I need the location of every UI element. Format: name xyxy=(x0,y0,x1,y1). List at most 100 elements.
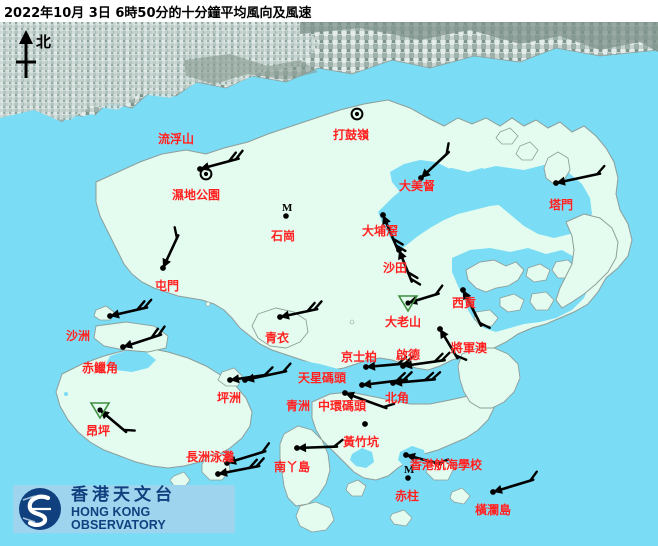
wind-barb-flag xyxy=(263,366,274,377)
aberdeen-inlet xyxy=(350,448,374,468)
station-北角[interactable] xyxy=(390,371,442,387)
station-dot xyxy=(120,344,126,350)
station-dot xyxy=(227,377,233,383)
wind-barb-flag xyxy=(423,371,435,382)
station-南丫島[interactable] xyxy=(294,438,344,453)
station-大老山[interactable] xyxy=(397,284,444,313)
station-打鼓嶺[interactable] xyxy=(350,107,364,121)
wind-barb-arrowhead xyxy=(366,361,376,371)
ne-islet-2 xyxy=(495,127,519,145)
station-label-大美督: 大美督 xyxy=(399,179,436,193)
station-黃竹坑[interactable] xyxy=(362,421,368,427)
chek-lap-kok-airport xyxy=(93,321,169,353)
deep-bay-inlet-2 xyxy=(0,166,48,200)
station-dot xyxy=(400,363,406,369)
station-赤柱[interactable]: M xyxy=(404,464,415,481)
station-label-西貢: 西貢 xyxy=(452,296,477,310)
station-label-啟德: 啟德 xyxy=(396,348,421,362)
station-dot xyxy=(294,445,300,451)
station-長洲泳灘[interactable] xyxy=(224,442,271,466)
station-label-大埔滘: 大埔滘 xyxy=(362,224,399,238)
station-label-坪洲: 坪洲 xyxy=(217,391,242,405)
wind-barb-flag xyxy=(156,325,166,337)
station-屯門[interactable] xyxy=(160,226,180,271)
wind-barb-arrowhead xyxy=(403,360,413,370)
station-dot xyxy=(403,452,409,458)
station-dot xyxy=(160,265,166,271)
station-circle-marker xyxy=(350,107,364,121)
station-沙田[interactable] xyxy=(396,247,422,286)
wind-barb-flag xyxy=(434,284,444,296)
station-京士柏[interactable] xyxy=(363,355,415,371)
wind-barb-flag xyxy=(255,457,265,468)
wind-barb-arrowhead xyxy=(440,329,449,340)
station-昂坪[interactable] xyxy=(89,402,136,434)
station-label-沙洲: 沙洲 xyxy=(66,329,91,343)
wind-barb-flag xyxy=(478,321,491,330)
station-西貢[interactable] xyxy=(460,287,491,330)
wind-barb-arrowhead xyxy=(100,410,110,420)
station-dot xyxy=(390,380,396,386)
station-dot xyxy=(203,171,209,177)
station-青洲[interactable] xyxy=(242,362,292,383)
station-赤鱲角[interactable] xyxy=(120,325,166,350)
station-label-流浮山: 流浮山 xyxy=(158,132,195,146)
station-塔門[interactable] xyxy=(553,164,606,186)
station-香港航海學校[interactable] xyxy=(403,452,450,466)
po-toi-islet xyxy=(345,479,367,497)
station-label-屯門: 屯門 xyxy=(155,279,180,293)
station-label-赤鱲角: 赤鱲角 xyxy=(82,361,119,375)
tsing-yi-island xyxy=(251,307,309,349)
plover-cove-water xyxy=(390,160,456,202)
station-label-中環碼頭: 中環碼頭 xyxy=(318,399,367,413)
wind-barb-flag xyxy=(122,428,136,432)
station-青衣[interactable] xyxy=(277,300,323,320)
north-label: 北 xyxy=(36,33,52,51)
wind-barb-flag xyxy=(402,371,413,382)
station-label-赤柱: 赤柱 xyxy=(395,489,420,503)
sai-kung-island-a xyxy=(525,263,551,283)
station-石崗[interactable]: M xyxy=(282,202,293,219)
station-label-黃竹坑: 黃竹坑 xyxy=(343,435,380,449)
wind-barb-flag xyxy=(281,362,292,374)
station-中環碼頭[interactable] xyxy=(342,390,396,410)
station-label-石崗: 石崗 xyxy=(271,229,296,243)
hko-name-english: HONG KONG OBSERVATORY xyxy=(71,505,166,532)
station-dot xyxy=(405,475,411,481)
station-label-京士柏: 京士柏 xyxy=(341,350,378,364)
wind-barb-flag xyxy=(454,354,468,361)
wind-barb-arrowhead xyxy=(362,379,372,389)
hko-logo-mark xyxy=(19,488,61,530)
station-dot xyxy=(363,364,369,370)
wind-barb-flag xyxy=(409,277,422,286)
station-label-青衣: 青衣 xyxy=(265,331,290,345)
station-長洲[interactable] xyxy=(215,457,265,477)
station-橫瀾島[interactable] xyxy=(490,470,538,495)
wind-barb-flag xyxy=(445,142,450,156)
station-m-glyph: M xyxy=(404,464,415,476)
southern-islet-c xyxy=(389,509,413,527)
page-title: 2022年10月 3日 6時50分的十分鐘平均風向及風速 xyxy=(4,6,312,21)
station-大埔滘[interactable] xyxy=(380,212,407,253)
station-label-塔門: 塔門 xyxy=(549,198,574,212)
station-label-香港航海學校: 香港航海學校 xyxy=(410,458,483,472)
station-啟德[interactable] xyxy=(400,351,451,370)
sai-kung-island-c xyxy=(499,293,525,313)
station-大美督[interactable] xyxy=(418,142,451,181)
station-label-沙田: 沙田 xyxy=(383,261,408,275)
wind-barb-arrowhead xyxy=(421,168,431,178)
station-label-南丫島: 南丫島 xyxy=(274,460,311,474)
station-將軍澳[interactable] xyxy=(437,326,468,361)
wind-barb-arrowhead xyxy=(393,377,403,387)
station-dot xyxy=(354,111,360,117)
wind-barb-flag xyxy=(403,355,415,365)
hko-logo-text: 香港天文台 HONG KONG OBSERVATORY xyxy=(71,487,235,531)
station-濕地公園[interactable] xyxy=(199,167,213,181)
hko-logo: 香港天文台 HONG KONG OBSERVATORY xyxy=(13,485,235,533)
wind-barb-flag xyxy=(306,301,316,313)
wind-barb-flag xyxy=(595,164,606,176)
station-沙洲[interactable] xyxy=(107,298,153,319)
sai-kung-island-d xyxy=(529,291,555,311)
